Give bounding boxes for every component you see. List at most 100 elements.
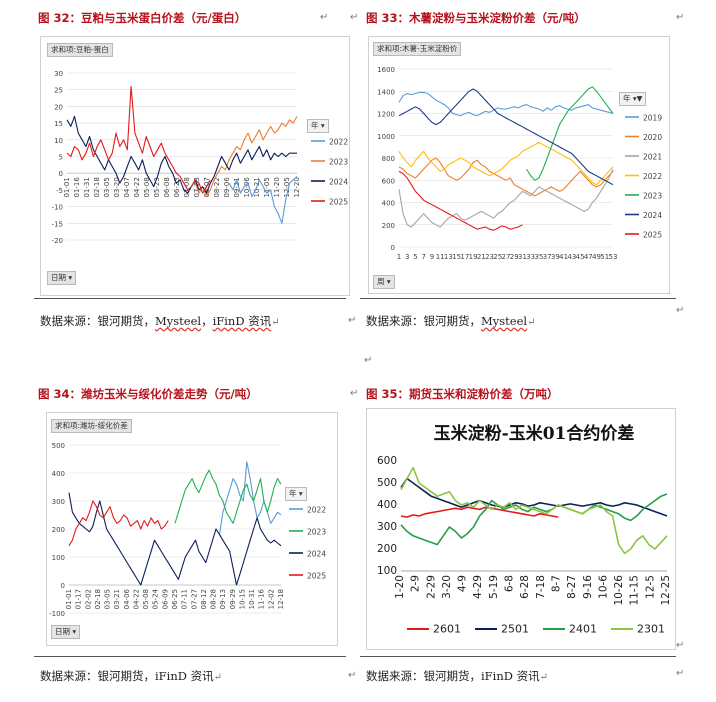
chart-32-legend-title: 年: [311, 121, 319, 130]
x-tick-label: 35: [534, 253, 543, 261]
x-tick-label: 11-16: [258, 588, 266, 609]
chart-32-axis-button[interactable]: 日期 ▾: [47, 271, 77, 285]
chart-33-panel: 求和项:木薯-玉米淀粉价 年 ▾▼ 周 ▾ 1600 1400 1200 1000 80…: [368, 36, 670, 294]
chart-32-field-button[interactable]: 求和项:豆粕-蛋白: [47, 43, 113, 57]
x-tick-label: 10-6: [597, 575, 609, 599]
x-tick-label: 1-20: [394, 575, 406, 599]
x-tick-label: 03-20: [113, 177, 121, 197]
paragraph-mark: ↵: [676, 305, 685, 316]
legend-label-2021: 2021: [643, 153, 662, 162]
x-tick-label: 25: [493, 253, 502, 261]
filter-dropdown-icon[interactable]: ▾: [384, 277, 391, 286]
source-text: 数据来源：银河期货，: [40, 314, 155, 328]
source-text: Mysteel: [155, 314, 202, 328]
x-tick-label: 11-15: [629, 575, 641, 606]
chart-32-svg: 30 25 20 15 10 5 0 -5 -10 -15 -20 01-01 01-16 01-31 02…: [52, 70, 349, 245]
x-tick-label: 29: [510, 253, 519, 261]
x-tick-label: 02-18: [94, 589, 102, 609]
x-tick-label: 10-15: [238, 589, 246, 609]
figure-35-title: 图 35：期货玉米和淀粉价差（万吨）: [366, 387, 559, 401]
legend-label-2020: 2020: [643, 133, 662, 142]
chart-33-legend-header[interactable]: 年 ▾▼: [619, 92, 647, 106]
x-tick-label: 10-31: [248, 589, 256, 609]
x-tick-label: 4-9: [457, 575, 469, 592]
legend-label-2024: 2024: [329, 178, 348, 187]
series-line-2020: [398, 157, 614, 197]
y-tick-label: 200: [377, 543, 397, 555]
y-tick-label: 1000: [377, 133, 395, 141]
x-tick-label: 05-08: [143, 177, 151, 197]
chart-32-axis-label: 日期: [51, 273, 66, 282]
x-tick-label: 51: [600, 253, 609, 261]
paragraph-mark: ↵: [348, 315, 357, 326]
figure-33-source: 数据来源：银河期货，Mysteel↵: [366, 313, 535, 329]
x-tick-label: 41: [559, 253, 568, 261]
y-tick-label: 25: [54, 87, 63, 95]
series-line-2501: [400, 477, 668, 517]
filter-dropdown-icon[interactable]: ▾: [66, 273, 73, 282]
x-tick-label: 47: [584, 253, 593, 261]
y-tick-label: 0: [59, 170, 63, 178]
x-tick-label: 45: [576, 253, 585, 261]
y-tick-label: 1200: [377, 111, 395, 119]
filter-dropdown-icon[interactable]: ▾: [296, 489, 303, 498]
x-tick-label: 5: [413, 253, 417, 261]
x-tick-label: 12-05: [283, 177, 291, 197]
chart-33-field-button[interactable]: 求和项:木薯-玉米淀粉价: [373, 42, 462, 56]
x-tick-label: 12-20: [293, 177, 301, 197]
chart-34-panel: 求和项:潍坊-绥化价差 年 ▾ 日期 ▾ 500 400 300 200 100 0 -10…: [46, 412, 338, 646]
figure-32-title: 图 32：豆粕与玉米蛋白价差（元/蛋白）: [38, 11, 247, 25]
series-line-2022: [398, 141, 614, 186]
paragraph-mark: ↵: [350, 12, 359, 23]
legend-label-2023: 2023: [329, 158, 348, 167]
chart-34-legend-header[interactable]: 年 ▾: [285, 487, 307, 501]
x-tick-label: 13: [444, 253, 453, 261]
figure-35-source: 数据来源：银河期货，iFinD 资讯↵: [366, 668, 548, 684]
series-line-2401: [400, 493, 668, 546]
filter-dropdown-icon[interactable]: ▾: [318, 121, 325, 130]
y-tick-label: 500: [52, 442, 65, 450]
x-tick-label: 09-06: [223, 177, 231, 198]
legend-label-2024: 2024: [643, 211, 662, 220]
x-tick-label: 9: [430, 253, 434, 261]
x-tick-label: 1: [397, 253, 401, 261]
divider: [34, 298, 346, 299]
filter-icon[interactable]: ▾▼: [630, 94, 643, 103]
legend-label-2022: 2022: [329, 138, 348, 147]
source-text: 数据来源：银河期货，: [366, 314, 481, 328]
chart-33-axis-button[interactable]: 周 ▾: [373, 275, 395, 289]
x-tick-label: 3-20: [441, 575, 453, 599]
x-tick-label: 02-18: [93, 177, 101, 197]
y-tick-label: 100: [52, 554, 65, 562]
chart-34-axis-button[interactable]: 日期 ▾: [51, 625, 81, 639]
y-tick-label: 400: [382, 200, 395, 208]
x-tick-label: 05-23: [153, 177, 161, 197]
x-tick-label: 11-05: [263, 177, 271, 197]
legend-label-2401: 2401: [569, 623, 597, 636]
y-tick-label: 300: [52, 498, 65, 506]
x-tick-label: 08-07: [203, 177, 211, 197]
divider: [34, 656, 346, 657]
y-tick-label: -20: [52, 237, 63, 245]
x-tick-label: 08-22: [213, 177, 221, 197]
chart-33-legend-title: 年: [623, 94, 631, 103]
filter-dropdown-icon[interactable]: ▾: [70, 627, 77, 636]
legend-label-2022: 2022: [307, 506, 326, 515]
y-tick-label: 400: [377, 499, 397, 511]
x-tick-label: 49: [592, 253, 601, 261]
x-tick-label: 03-21: [113, 589, 121, 609]
series-line-2301: [400, 466, 668, 555]
source-text: 数据来源：银河期货，: [40, 669, 155, 683]
chart-34-field-button[interactable]: 求和项:潍坊-绥化价差: [51, 419, 132, 433]
x-tick-label: 01-17: [75, 589, 83, 609]
series-line-2601: [400, 506, 559, 518]
x-tick-label: 08-12: [200, 589, 208, 609]
legend-label-2022: 2022: [643, 172, 662, 181]
figure-32-source: 数据来源：银河期货，Mysteel，iFinD 资讯↵: [40, 313, 280, 329]
figure-34-title: 图 34：潍坊玉米与绥化价差走势（元/吨）: [38, 387, 258, 401]
y-tick-label: 1600: [377, 66, 395, 74]
chart-32-legend-header[interactable]: 年 ▾: [307, 119, 329, 133]
x-tick-label: 01-31: [83, 177, 91, 197]
